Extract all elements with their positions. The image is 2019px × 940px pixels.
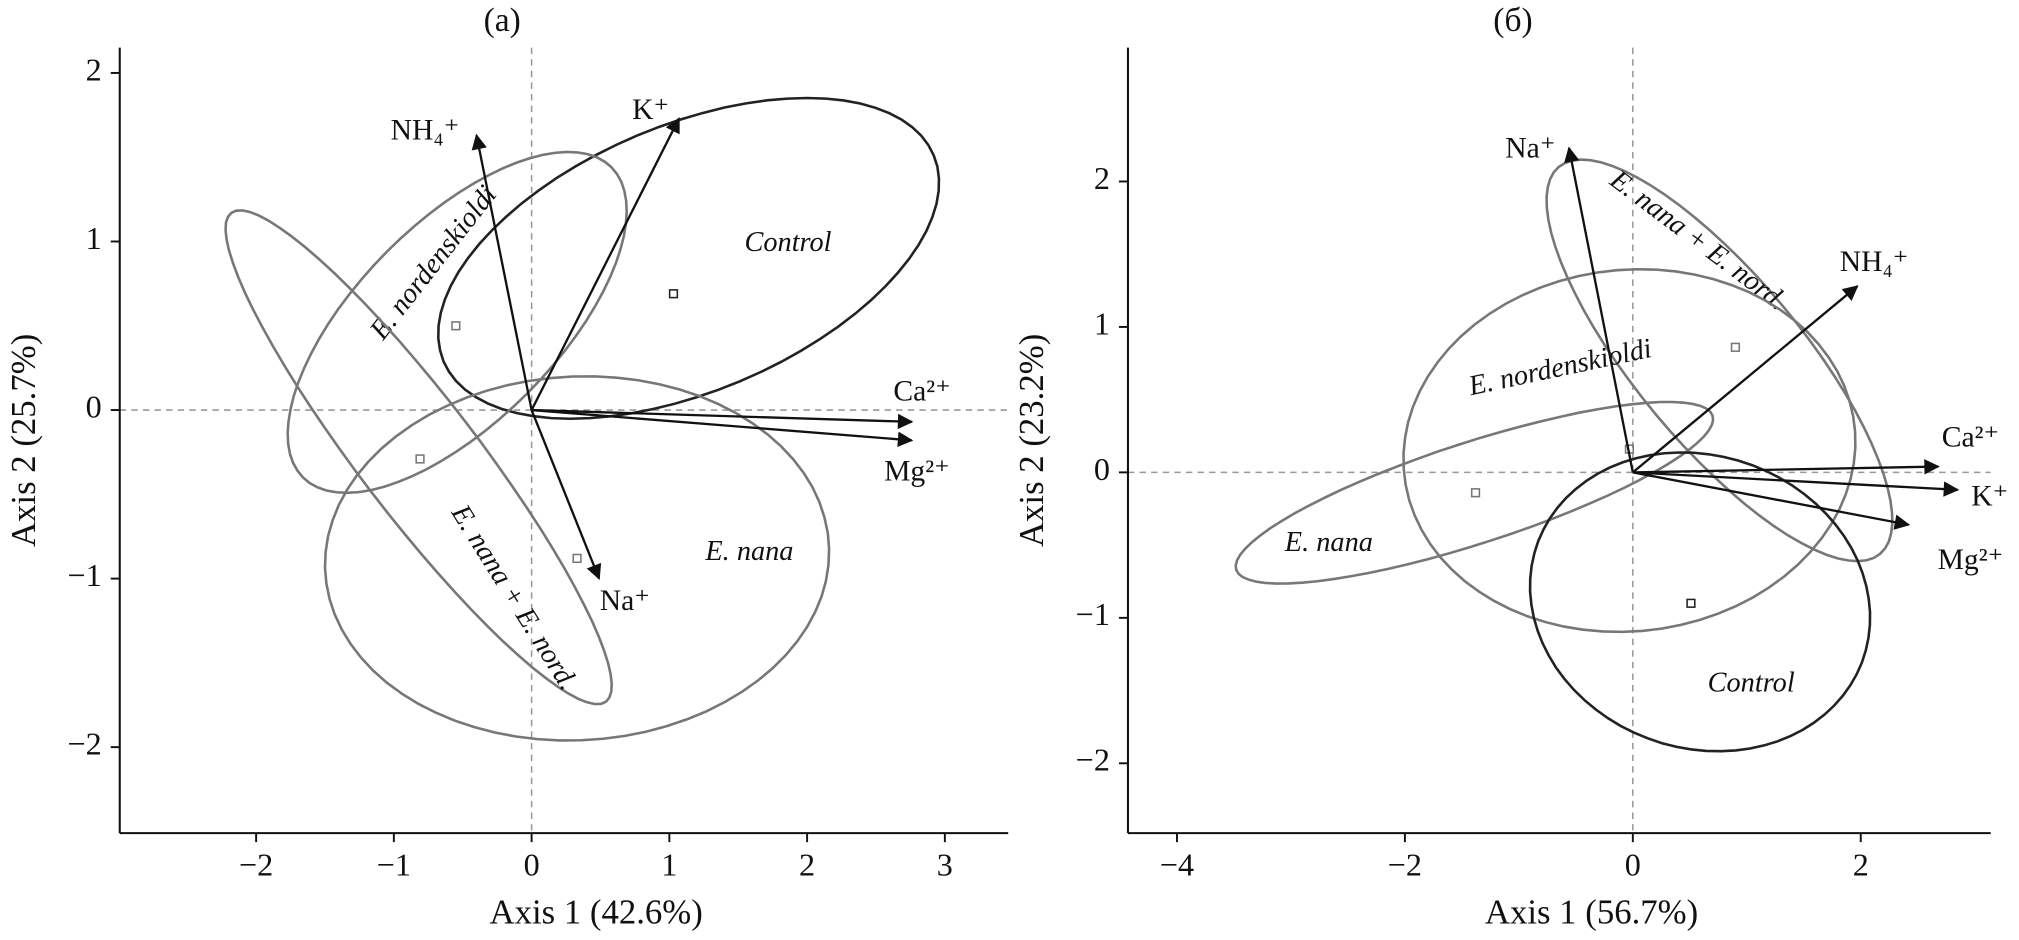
y-tick-label: 0: [1094, 451, 1110, 487]
group-centroid: [415, 454, 425, 464]
loading-arrow: [1632, 471, 1911, 530]
arrow-label: Mg²⁺: [1938, 544, 2004, 576]
group-label: Control: [744, 227, 831, 258]
chart-title: (б): [1493, 2, 1532, 39]
loading-arrow: [530, 409, 602, 581]
group-ellipse: [437, 96, 941, 421]
x-tick-label: 2: [1853, 846, 1869, 882]
y-tick-label: −2: [1076, 742, 1110, 778]
x-tick-label: −2: [1388, 846, 1422, 882]
arrow-label: Na⁺: [1505, 132, 1555, 164]
group-label: E. nana: [1284, 527, 1373, 558]
group-label: E. nordenskioldi: [1465, 333, 1655, 402]
group-ellipse: [1402, 267, 1857, 634]
group-label: Control: [1708, 668, 1795, 699]
group-ellipse: [1528, 451, 1872, 753]
y-tick-label: 1: [86, 220, 102, 256]
x-tick-label: −1: [377, 846, 411, 882]
arrow-label: Ca²⁺: [893, 375, 950, 407]
group-ellipse: [323, 375, 831, 742]
group-centroid: [1686, 598, 1696, 608]
group-ellipse: [1545, 158, 1894, 563]
x-tick-label: −4: [1160, 846, 1194, 882]
loading-arrow: [531, 408, 914, 430]
arrow-label: K⁺: [632, 94, 669, 126]
group-ellipse: [286, 150, 628, 495]
x-tick-label: 3: [937, 846, 953, 882]
loading-arrow: [1632, 459, 1940, 475]
group-centroid: [1730, 342, 1741, 352]
group-centroid: [451, 321, 461, 331]
x-tick-label: 0: [1625, 846, 1641, 882]
y-axis-label: Axis 2 (23.2%): [1012, 334, 1051, 547]
loading-arrow: [530, 117, 681, 411]
y-tick-label: 2: [1094, 160, 1110, 196]
chart-title: (a): [484, 2, 521, 39]
loading-arrow: [531, 408, 914, 447]
arrow-label: Ca²⁺: [1942, 421, 1999, 453]
group-label: E. nana: [704, 536, 793, 567]
y-tick-label: 0: [86, 388, 102, 424]
arrow-label: K⁺: [1971, 481, 2008, 513]
group-label: E. nana + E. nord.: [444, 499, 583, 696]
arrow-label: NH₄⁺: [1840, 246, 1909, 278]
loading-arrow: [1632, 471, 1960, 497]
group-label: E. nordenskioldi: [364, 180, 504, 347]
y-tick-label: −1: [1076, 596, 1110, 632]
group-ellipse: [1234, 400, 1715, 585]
arrow-label: NH₄⁺: [391, 115, 460, 147]
group-label: E. nana + E. nord.: [1603, 164, 1792, 317]
y-axis-label: Axis 2 (25.7%): [4, 334, 43, 547]
x-axis-label: Axis 1 (56.7%): [1485, 893, 1698, 932]
arrow-label: Na⁺: [600, 585, 650, 617]
x-tick-label: −2: [239, 846, 273, 882]
y-tick-label: 1: [1094, 305, 1110, 341]
loading-arrow: [1632, 285, 1859, 474]
group-centroid: [572, 553, 582, 564]
x-tick-label: 2: [799, 846, 815, 882]
y-tick-label: −2: [67, 726, 101, 762]
arrow-label: Mg²⁺: [884, 456, 950, 488]
loading-arrow: [1564, 146, 1634, 473]
group-centroid: [1470, 488, 1481, 498]
y-tick-label: −1: [67, 557, 101, 593]
group-ellipse: [224, 209, 614, 706]
y-tick-label: 2: [86, 51, 102, 87]
x-tick-label: 0: [524, 846, 540, 882]
x-tick-label: 1: [661, 846, 677, 882]
group-centroid: [668, 289, 679, 299]
loading-arrow: [471, 133, 533, 411]
x-axis-label: Axis 1 (42.6%): [490, 893, 703, 932]
